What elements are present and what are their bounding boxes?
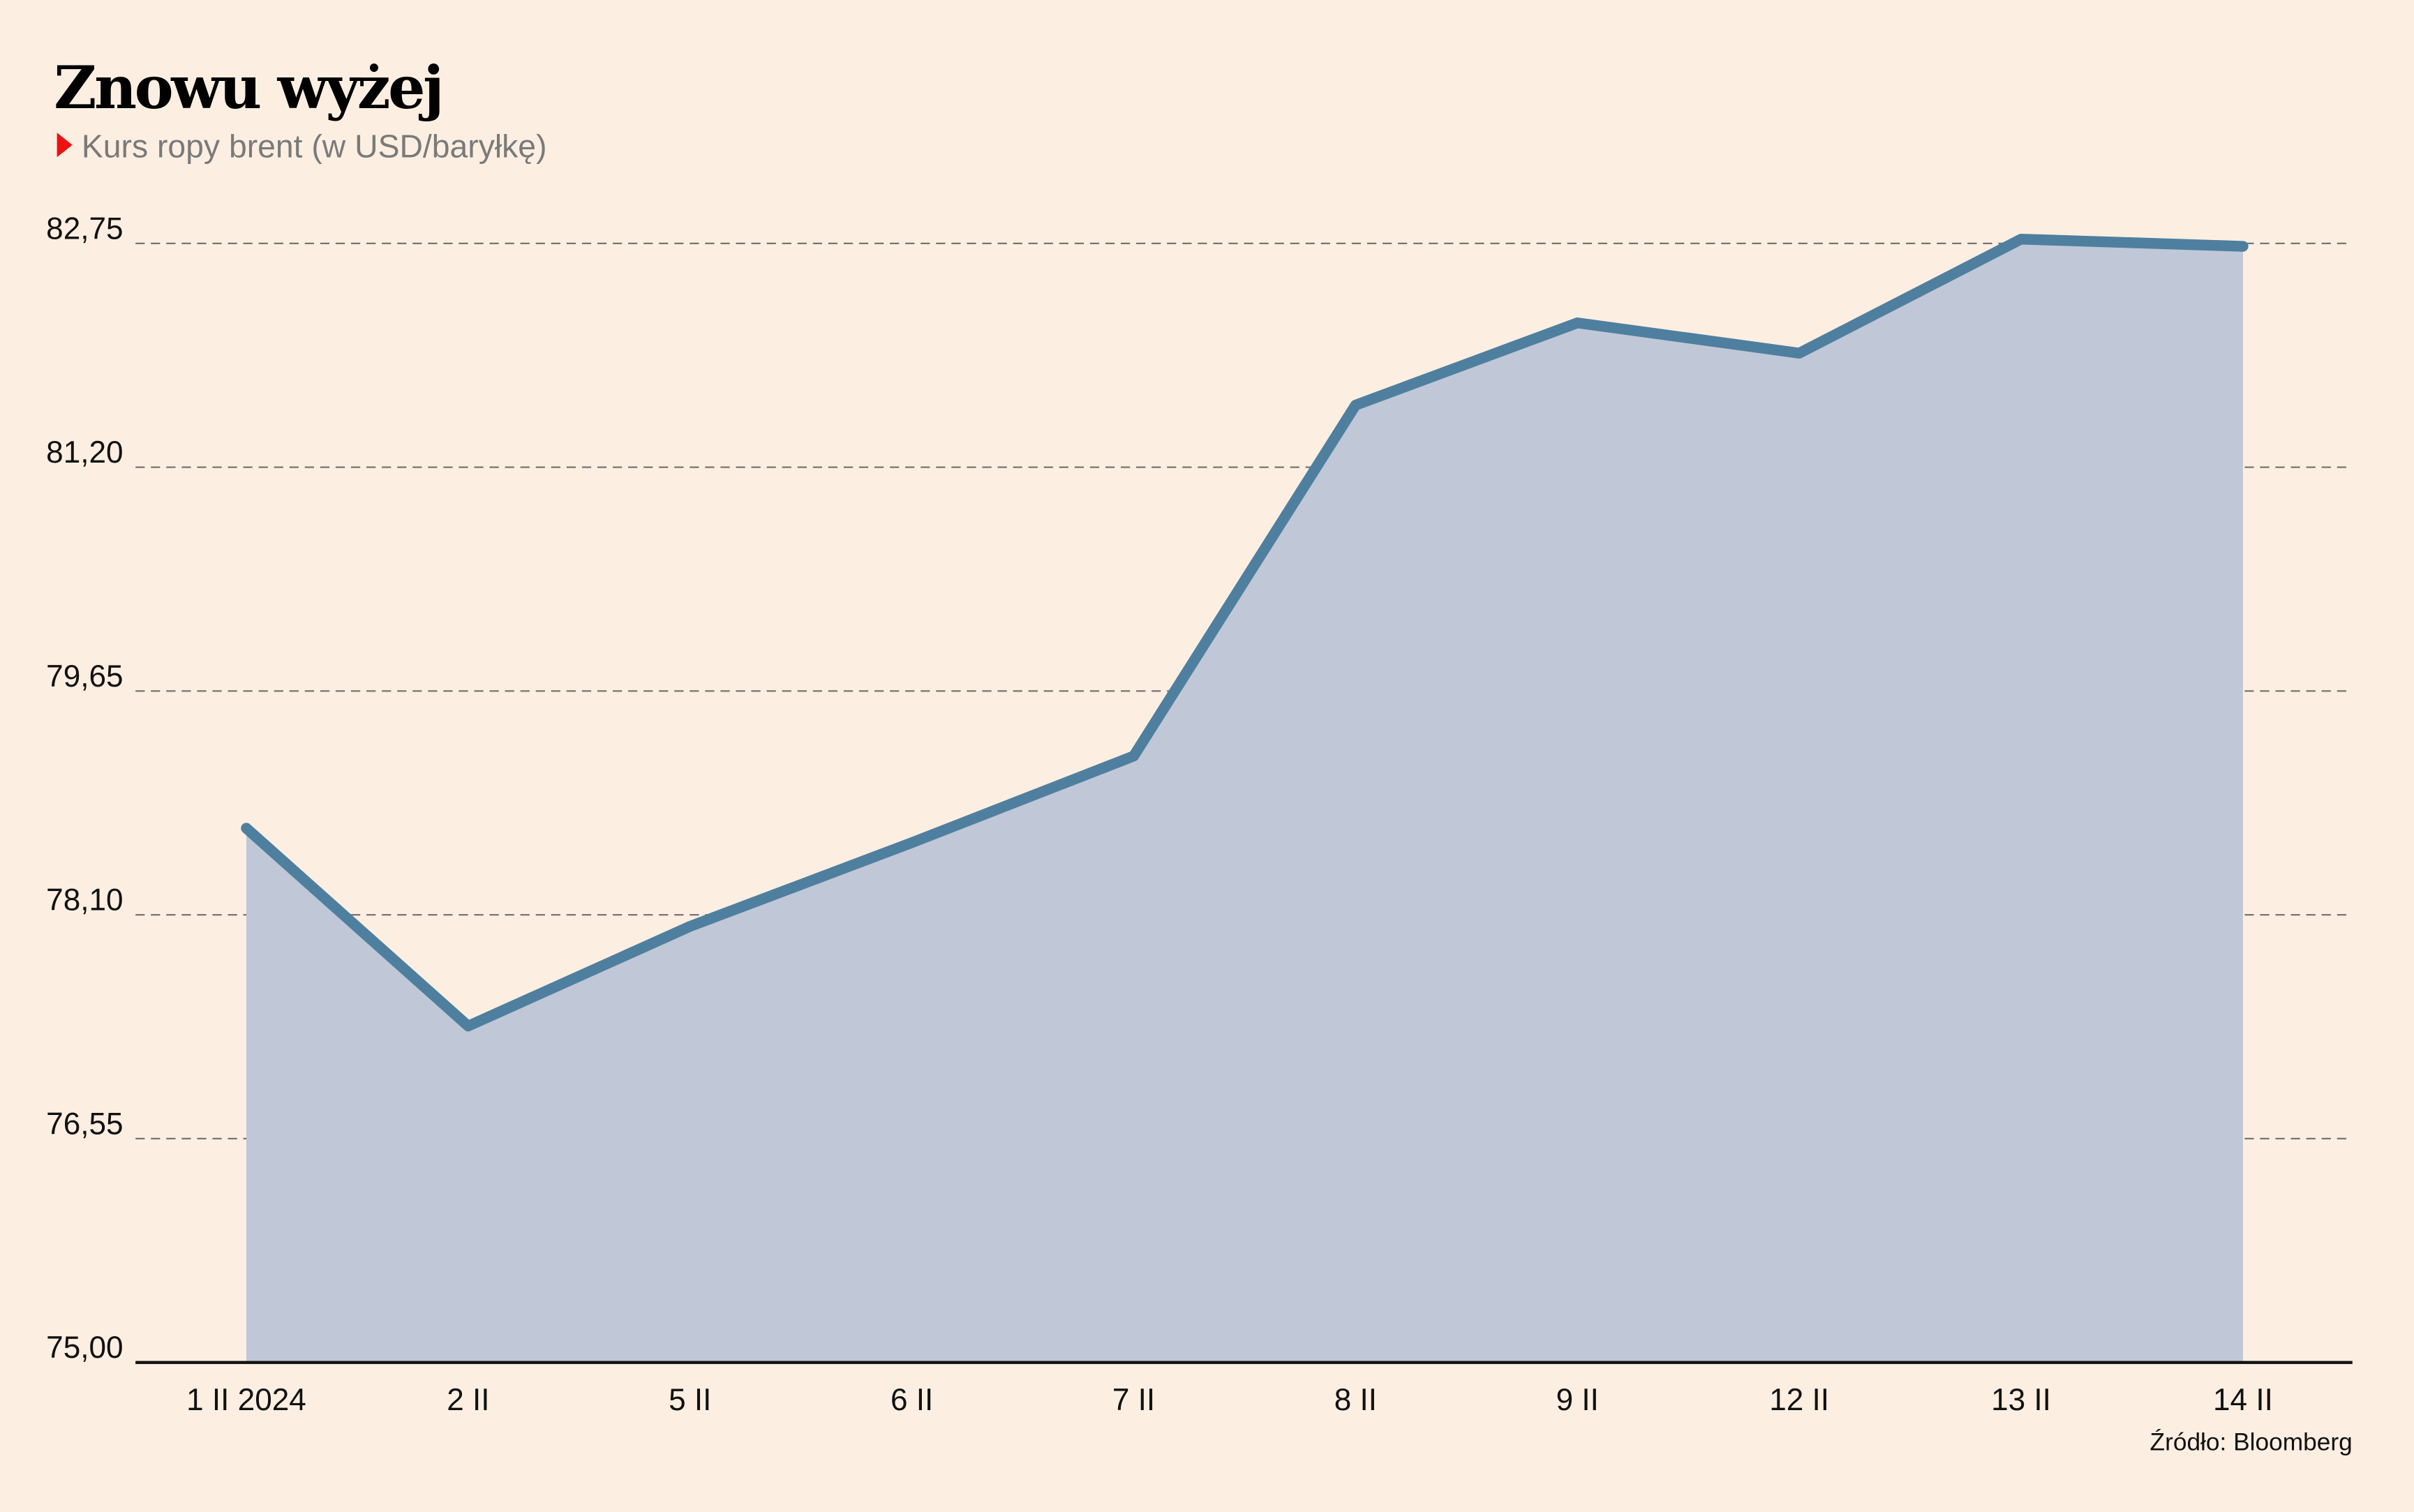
x-tick-label: 6 II (891, 1383, 933, 1417)
y-tick-label: 81,20 (46, 435, 123, 470)
x-axis-labels: 1 II 2024 2 II 5 II 6 II 7 II 8 II 9 II 12 II 13… (186, 1383, 2273, 1417)
series-line (241, 233, 2249, 1032)
x-tick-label: 8 II (1334, 1383, 1377, 1417)
triangle-marker-icon (57, 133, 73, 158)
y-tick-label: 75,00 (46, 1331, 123, 1365)
y-tick-label: 76,55 (46, 1107, 123, 1141)
chart-subtitle: Kurs ropy brent (w USD/baryłkę) (82, 128, 547, 164)
y-axis-labels: 75,00 76,55 78,10 79,65 81,20 82,75 (46, 211, 123, 1365)
y-tick-label: 79,65 (46, 659, 123, 694)
x-tick-label: 7 II (1112, 1383, 1155, 1417)
y-tick-label: 78,10 (46, 883, 123, 918)
y-tick-label: 82,75 (46, 211, 123, 246)
x-tick-label: 14 II (2213, 1383, 2273, 1417)
x-tick-label: 5 II (669, 1383, 711, 1417)
x-tick-label: 12 II (1769, 1383, 1829, 1417)
area-fill (246, 239, 2243, 1363)
x-tick-label: 2 II (447, 1383, 489, 1417)
x-tick-label: 13 II (1991, 1383, 2051, 1417)
chart-title: Znowu wyżej (54, 53, 442, 122)
source-note: Źródło: Bloomberg (2150, 1428, 2353, 1455)
data-points (246, 239, 2244, 1026)
x-tick-label: 9 II (1556, 1383, 1599, 1417)
x-tick-label: 1 II 2024 (186, 1383, 306, 1417)
